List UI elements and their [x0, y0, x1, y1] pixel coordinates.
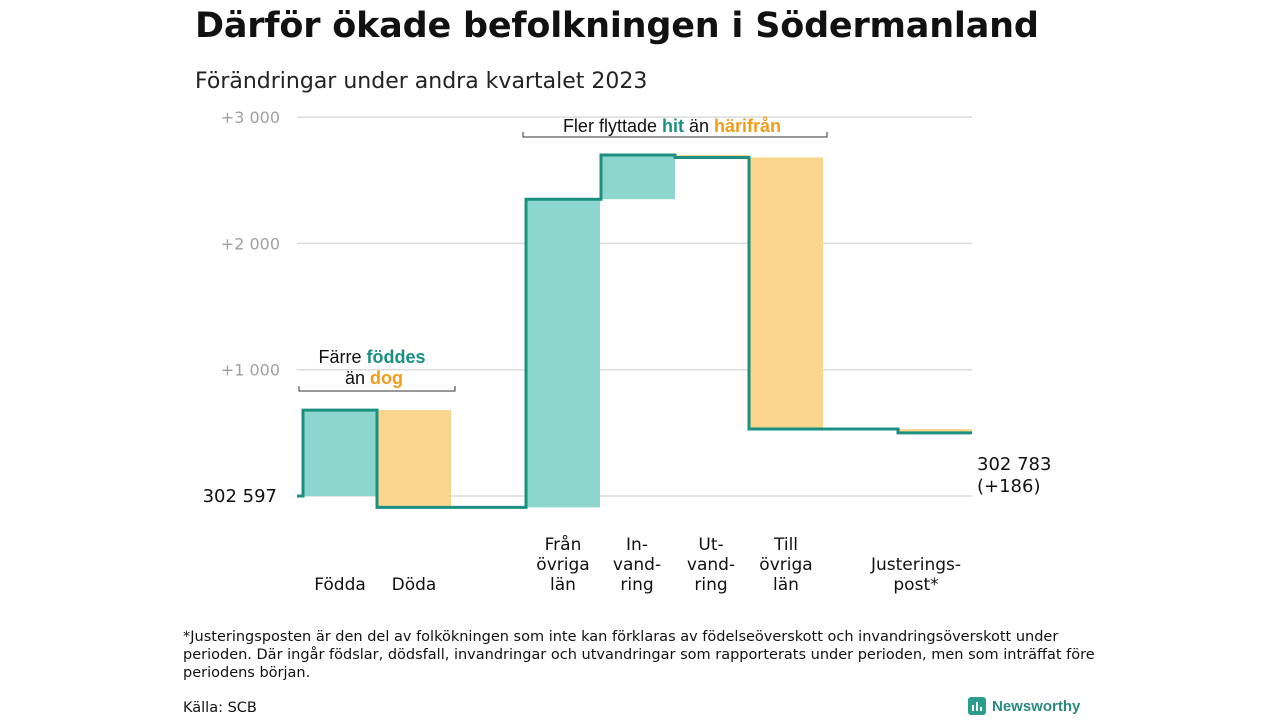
annotation-bracket-migration	[522, 132, 828, 138]
bar	[526, 199, 600, 508]
category-label: Justerings-	[870, 555, 961, 575]
bar	[377, 410, 451, 508]
annotation-migration: Fler flyttade hit än härifrån	[563, 116, 781, 136]
end-change-label: (+186)	[977, 476, 1040, 497]
category-label: län	[773, 575, 799, 595]
category-label: In-	[626, 535, 648, 555]
category-label: Till	[773, 535, 798, 555]
end-value-label: 302 783	[977, 454, 1051, 475]
category-label: Ut-	[698, 535, 723, 555]
brand-name: Newsworthy	[992, 697, 1081, 715]
category-label: vand-	[687, 555, 735, 575]
category-label: post*	[893, 575, 938, 595]
category-label: övriga	[759, 555, 812, 575]
cumulative-step-line	[297, 153, 972, 509]
category-label: Födda	[314, 575, 366, 595]
newsworthy-logo-icon	[968, 697, 986, 715]
annotation-births-deaths: Färre föddes	[318, 347, 425, 367]
annotation-bracket-births-deaths	[298, 386, 456, 392]
y-tick-label: +3 000	[221, 108, 280, 127]
category-label: län	[550, 575, 576, 595]
bar	[898, 429, 972, 433]
category-label: vand-	[613, 555, 661, 575]
chart-title: Därför ökade befolkningen i Södermanland	[195, 6, 1039, 46]
brand-logo: Newsworthy	[968, 697, 1080, 715]
bar	[601, 154, 675, 200]
waterfall-chart: +1 000 +2 000 +3 000 302 597 302 783(+186) Fö…	[203, 108, 1052, 595]
y-tick-label: +1 000	[221, 361, 280, 380]
category-label: ring	[694, 575, 727, 595]
source-label: Källa: SCB	[183, 700, 257, 716]
footnote: *Justeringsposten är den del av folkökni…	[183, 629, 1095, 681]
chart-subtitle: Förändringar under andra kvartalet 2023	[195, 69, 648, 94]
category-label: Döda	[392, 575, 437, 595]
start-value-label: 302 597	[203, 486, 277, 507]
y-tick-label: +2 000	[221, 234, 280, 253]
category-label: övriga	[536, 555, 589, 575]
bar	[749, 157, 823, 430]
bar	[303, 410, 377, 496]
annotation-births-deaths-line2: än dog	[345, 368, 403, 388]
category-label: Från	[545, 534, 582, 555]
category-label: ring	[620, 575, 653, 595]
